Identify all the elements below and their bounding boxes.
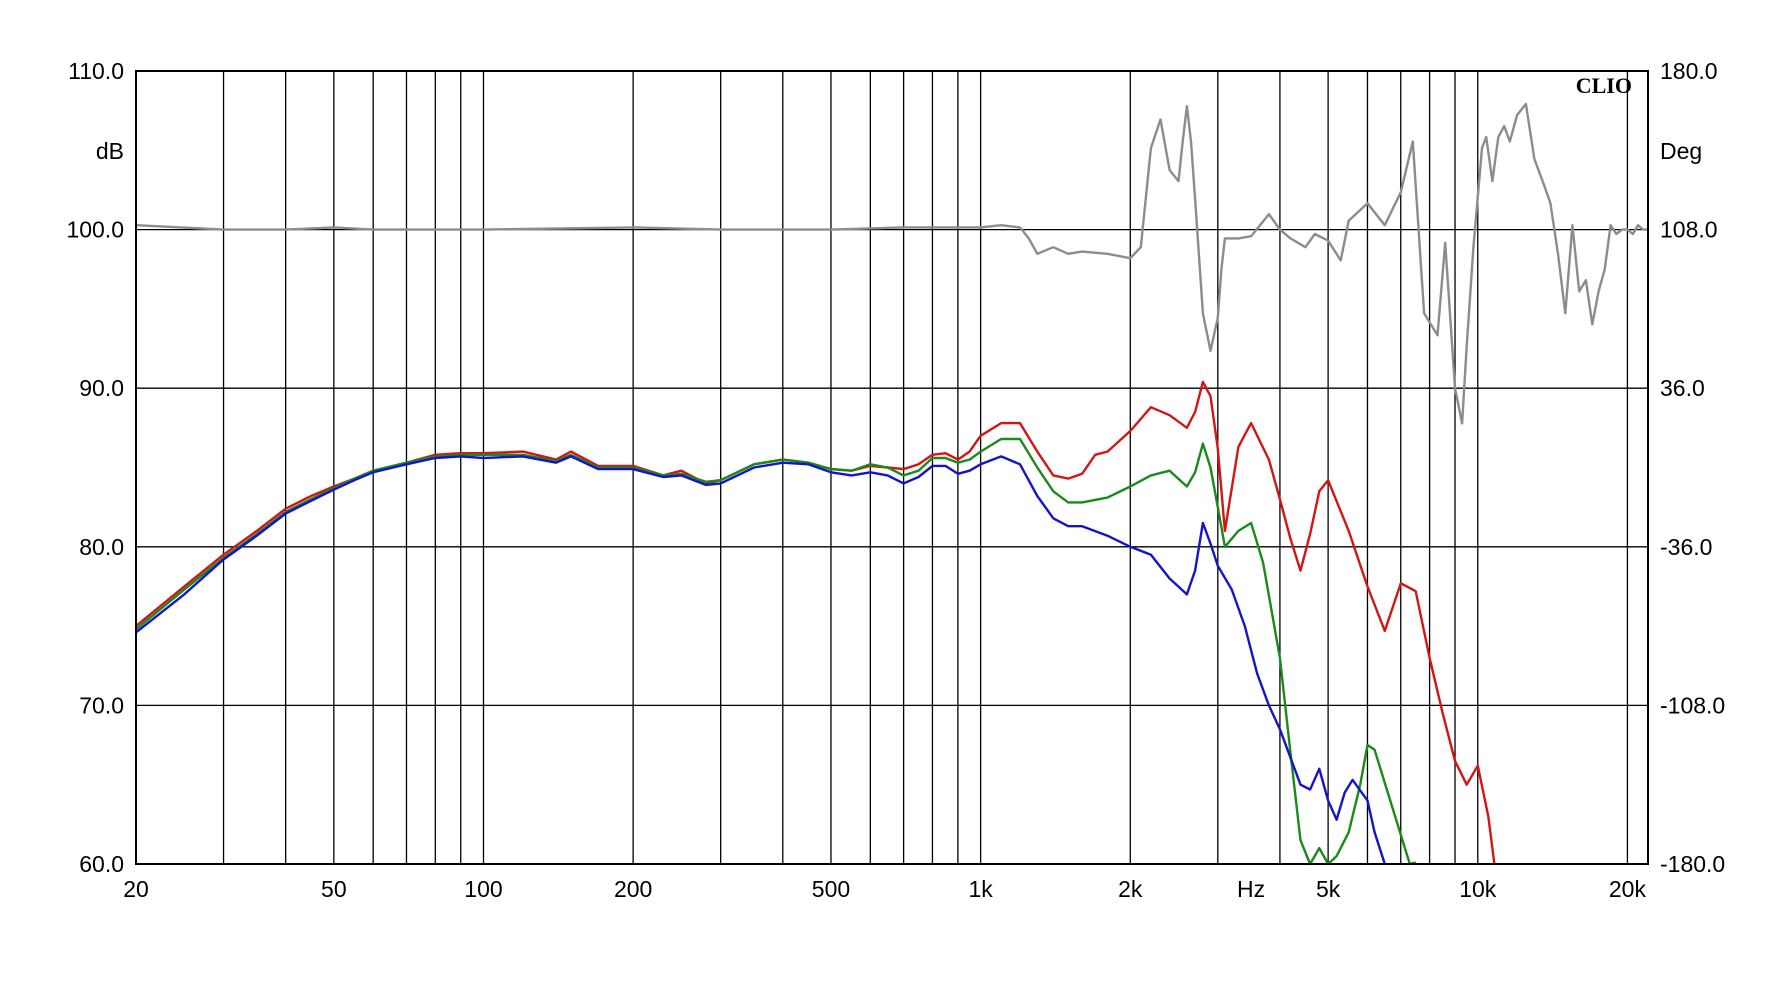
y-tick-label-left: 80.0 (79, 534, 124, 560)
left-axis-unit: dB (96, 138, 124, 164)
x-axis-unit: Hz (1237, 876, 1265, 902)
y-tick-label-right: 36.0 (1660, 375, 1705, 401)
y-tick-label-left: 70.0 (79, 692, 124, 718)
y-tick-label-right: 180.0 (1660, 58, 1718, 84)
y-tick-label-left: 60.0 (79, 851, 124, 877)
series-line-3 (135, 455, 1386, 865)
brand-label: CLIO (1576, 73, 1632, 98)
x-tick-label: 10k (1459, 876, 1497, 902)
x-tick-label: 500 (812, 876, 850, 902)
x-tick-label: 5k (1316, 876, 1341, 902)
x-tick-label: 20k (1609, 876, 1647, 902)
y-tick-label-right: -180.0 (1660, 851, 1725, 877)
series-line-1 (135, 380, 1496, 865)
right-axis-unit: Deg (1660, 138, 1702, 164)
x-tick-label: 1k (968, 876, 993, 902)
x-tick-label: 200 (614, 876, 652, 902)
data-series (135, 102, 1648, 866)
y-tick-label-right: -108.0 (1660, 692, 1725, 718)
axis-labels: 110.0 100.0 90.0 80.0 70.0 60.0 180.0 108.0 36.0… (66, 58, 1725, 902)
y-tick-label-right: 108.0 (1660, 217, 1718, 243)
y-tick-label-right: -36.0 (1660, 534, 1712, 560)
x-tick-label: 2k (1118, 876, 1143, 902)
y-tick-label-left: 90.0 (79, 375, 124, 401)
series-line-4 (135, 102, 1648, 425)
plot-frame (135, 70, 1649, 865)
x-tick-label: 20 (123, 876, 149, 902)
series-line-2 (135, 437, 1417, 866)
y-tick-label-left: 100.0 (66, 217, 124, 243)
x-tick-label: 50 (321, 876, 347, 902)
y-tick-label-left: 110.0 (68, 58, 124, 84)
x-tick-label: 100 (464, 876, 502, 902)
